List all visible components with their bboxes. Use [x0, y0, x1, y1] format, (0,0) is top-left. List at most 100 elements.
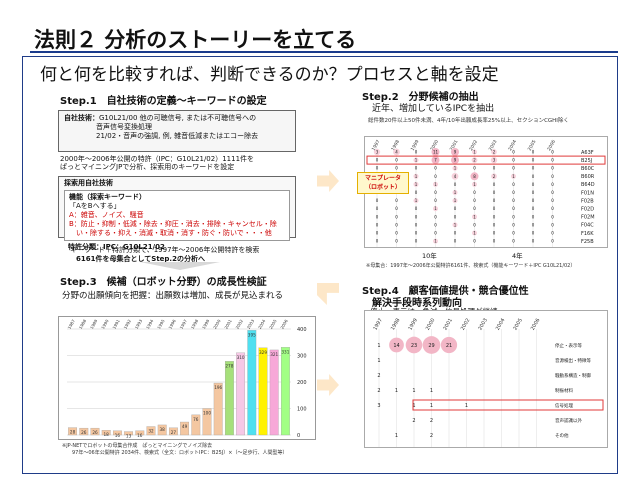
step3-xtick-label: 1995: [156, 318, 166, 330]
step3-xtick-label: 1997: [179, 318, 189, 330]
step2-bubble-value: 1: [473, 150, 476, 155]
step2-bubble: [492, 231, 496, 235]
step2-bubble: [414, 223, 418, 227]
step2-bubble: [434, 167, 437, 170]
step2-bubble: [395, 167, 398, 170]
step2-bubble: [531, 191, 535, 194]
arrow-step3-to-step4: [317, 374, 339, 396]
step2-bubble: [512, 150, 515, 154]
step3-bar-label: 38: [160, 427, 166, 432]
step2-sub: 近年、増加しているIPCを抽出: [372, 104, 495, 114]
step3-bar-label: 321: [270, 352, 278, 357]
step4-bubble-value: 1: [412, 403, 415, 409]
step4-bubble-value: 2: [430, 418, 433, 424]
step3-bar: [236, 352, 246, 436]
step2-bubble-value: 0: [493, 214, 496, 219]
step2-bubble: [492, 215, 496, 218]
step2-bubble-value: 0: [395, 206, 398, 211]
step2-bubble-value: 0: [493, 198, 496, 203]
manipulator-callout: マニプレータ （ロボット）: [357, 172, 409, 194]
step2-bubble-value: 0: [551, 214, 554, 219]
own-tech-label: 自社技術：: [64, 114, 99, 122]
step2-bubble-value: 0: [512, 239, 515, 244]
step2-bubble: [512, 191, 515, 194]
step3-bar-label: 331: [281, 349, 289, 354]
step2-ipc-code: F02D: [581, 207, 594, 213]
step3-bar: [157, 424, 167, 436]
step3-bar: [269, 349, 279, 436]
step2-10yr-label: 10年: [422, 252, 437, 260]
step2-bubble: [433, 206, 438, 212]
step2-bubble: [395, 199, 398, 202]
step3-xtick-label: 1990: [100, 318, 110, 330]
step1-desc1: 2000年～2006年公開の特許（IPC：G10L21/02）1111件を: [60, 155, 255, 163]
step2-bubble: [451, 148, 459, 156]
step2-bubble: [551, 175, 554, 178]
step2-year-label: 2001: [449, 139, 460, 152]
step2-bubble-value: 1: [434, 182, 437, 187]
step2-bubble-value: 0: [493, 166, 496, 171]
step4-year-label: 2001: [442, 317, 454, 331]
step2-bubble: [551, 231, 554, 235]
step2-bubble-value: 0: [395, 198, 398, 203]
step3-footnote1: ※JP-NETでロボットの母集合作成 ぱっとマイニングでノイズ除去: [62, 443, 213, 449]
step2-bubble-value: 0: [512, 182, 515, 187]
step2-bubble-value: 8: [473, 174, 476, 179]
step2-bubble: [492, 183, 496, 186]
step2-bubble-value: 1: [454, 166, 457, 171]
step2-bubble-value: 0: [454, 206, 457, 211]
step2-bubble: [393, 148, 400, 156]
step2-bubble-value: 2: [493, 174, 496, 179]
step2-bubble: [373, 148, 381, 156]
arrow-step1-to-step2: [317, 170, 339, 192]
step4-row-label: 音声認識以外: [555, 417, 582, 424]
step2-bubble-value: 1: [473, 182, 476, 187]
step2-bubble: [551, 223, 554, 227]
step4-year-label: 1998: [390, 317, 402, 331]
step2-bubble: [395, 239, 398, 243]
step2-bubble-value: 0: [532, 182, 535, 187]
step2-bubble-value: 0: [493, 206, 496, 211]
step2-bubble: [531, 175, 535, 178]
step4-bubble-value: 1: [395, 433, 398, 439]
step2-bubble-value: 0: [376, 206, 379, 211]
step2-bubble: [434, 175, 437, 178]
step3-xtick-label: 1993: [134, 318, 144, 330]
step3-bar: [168, 427, 178, 436]
step2-bubble: [375, 207, 379, 210]
step2-4yr-label: 4年: [512, 252, 523, 260]
step2-ipc-code: F02B: [581, 198, 594, 204]
step2-ipc-code: F01N: [581, 190, 594, 196]
step2-bubble: [551, 199, 554, 202]
step3-bar: [90, 427, 100, 436]
step2-bubble-value: 4: [454, 174, 457, 179]
step2-bubble: [491, 149, 497, 155]
keyword-line-b1: B：防止・抑制・低減・除去・抑圧・消去・排除・キャンセル・除: [69, 220, 277, 228]
own-tech-line2: 音声信号変換処理: [96, 123, 152, 131]
step2-bubble-value: 0: [395, 222, 398, 227]
step2-bubble-value: 0: [493, 182, 496, 187]
step3-ytick-label: 0: [297, 433, 300, 439]
step2-year-label: 1998: [390, 139, 401, 152]
step2-bubble-value: 0: [434, 214, 437, 219]
step2-bubble-value: 0: [551, 206, 554, 211]
step4-bubble-value: 1: [412, 388, 415, 394]
step3-bar: [202, 408, 212, 436]
step2-bubble-value: 0: [551, 150, 554, 155]
step2-bubble: [375, 199, 379, 202]
step3-ytick-label: 400: [297, 327, 307, 333]
step2-bubble: [531, 207, 535, 210]
step2-bubble-value: 0: [512, 158, 515, 163]
step2-bubble-value: 0: [551, 190, 554, 195]
step3-xtick-label: 1992: [123, 318, 133, 330]
step2-bubble-value: 0: [454, 231, 457, 236]
step3-bar: [180, 421, 190, 436]
step2-bubble-value: 0: [512, 190, 515, 195]
step3-xtick-label: 1999: [201, 318, 211, 330]
step2-bubble-value: 0: [434, 198, 437, 203]
step3-xtick-label: 2001: [223, 318, 233, 330]
step2-bubble-value: 0: [493, 231, 496, 236]
step2-bubble: [551, 183, 554, 186]
step3-bar: [213, 382, 223, 436]
step2-bubble: [434, 199, 437, 202]
